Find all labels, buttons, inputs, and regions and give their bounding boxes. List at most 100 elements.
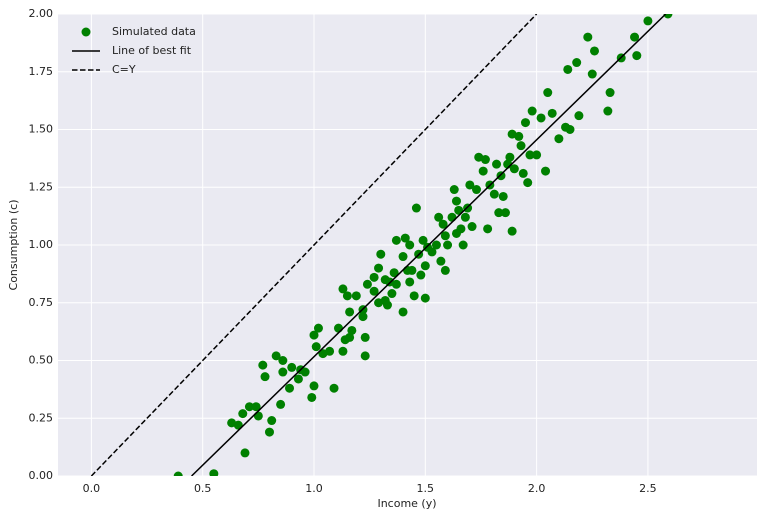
data-point (411, 203, 421, 213)
data-point (434, 212, 444, 222)
data-point (440, 265, 450, 275)
data-point (251, 402, 261, 412)
data-point (173, 471, 183, 476)
data-point (360, 351, 370, 361)
data-point (438, 219, 448, 229)
y-tick-label: 0.75 (29, 296, 54, 309)
y-tick-label: 1.00 (29, 238, 54, 251)
data-point (244, 402, 254, 412)
line (191, 14, 667, 476)
data-point (374, 263, 384, 273)
data-point (398, 307, 408, 317)
data-point (451, 196, 461, 206)
legend: Simulated data Line of best fit C=Y (72, 25, 196, 76)
data-point (276, 399, 286, 409)
data-point (416, 270, 426, 280)
data-point (278, 367, 288, 377)
data-point (311, 342, 321, 352)
data-point (409, 291, 419, 301)
data-point (258, 360, 268, 370)
data-point (287, 362, 297, 372)
data-point (313, 323, 323, 333)
data-point (391, 235, 401, 245)
data-point (532, 150, 542, 160)
y-axis-label: Consumption (c) (7, 200, 20, 291)
data-point (472, 185, 482, 195)
data-point (264, 427, 274, 437)
data-point (460, 212, 470, 222)
data-point (507, 226, 517, 236)
data-point (253, 411, 263, 421)
data-point (293, 374, 303, 384)
data-point (420, 261, 430, 271)
data-point (382, 300, 392, 310)
data-point (509, 164, 519, 174)
data-point (489, 189, 499, 199)
data-point (431, 240, 441, 250)
data-point (338, 346, 348, 356)
data-point (389, 268, 399, 278)
data-point (478, 166, 488, 176)
data-point (387, 289, 397, 299)
data-point (427, 247, 437, 257)
plot-marks (90, 14, 673, 476)
data-point (547, 108, 557, 118)
data-point (260, 372, 270, 382)
y-tick-label: 1.50 (29, 123, 54, 136)
data-point (307, 392, 317, 402)
x-tick-label: 2.5 (639, 482, 657, 495)
data-point (376, 249, 386, 259)
data-point (554, 134, 564, 144)
data-point (587, 69, 597, 79)
data-point (443, 240, 453, 250)
data-point (523, 178, 533, 188)
data-point (563, 64, 573, 74)
data-point (369, 272, 379, 282)
data-point (398, 252, 408, 262)
data-point (583, 32, 593, 42)
data-point (447, 212, 457, 222)
data-point (643, 16, 653, 26)
data-point (527, 106, 537, 116)
y-tick-label: 1.25 (29, 180, 54, 193)
data-point (278, 356, 288, 365)
data-point (325, 346, 335, 356)
x-axis-label: Income (y) (377, 497, 436, 510)
data-point (498, 191, 508, 201)
data-point (449, 185, 459, 195)
y-tick-label: 0.25 (29, 411, 54, 424)
data-point (518, 168, 528, 178)
data-point (271, 351, 281, 361)
y-tick-label: 0.50 (29, 354, 54, 367)
x-tick-label: 0.0 (83, 482, 101, 495)
data-point (418, 235, 428, 245)
data-point (514, 131, 524, 141)
data-point (467, 222, 477, 232)
x-tick-label: 0.5 (194, 482, 212, 495)
data-point (440, 231, 450, 241)
legend-label: C=Y (112, 63, 136, 76)
data-point (345, 332, 355, 342)
legend-label: Line of best fit (112, 44, 192, 57)
data-point (436, 256, 446, 266)
data-point (300, 367, 310, 377)
data-point (520, 118, 530, 128)
data-point (240, 448, 250, 458)
data-point (516, 141, 526, 151)
line (90, 14, 538, 476)
data-point (505, 152, 515, 162)
data-point (338, 284, 348, 294)
data-point (603, 106, 613, 116)
data-point (663, 14, 673, 19)
legend-marker (81, 27, 91, 37)
data-point (342, 291, 352, 301)
data-point (358, 312, 368, 322)
data-point (369, 286, 379, 296)
data-point (480, 155, 490, 165)
data-point (391, 279, 401, 289)
data-point (589, 46, 599, 56)
data-point (525, 150, 535, 160)
data-point (500, 208, 510, 218)
x-tick-label: 2.0 (528, 482, 546, 495)
data-point (309, 330, 319, 340)
